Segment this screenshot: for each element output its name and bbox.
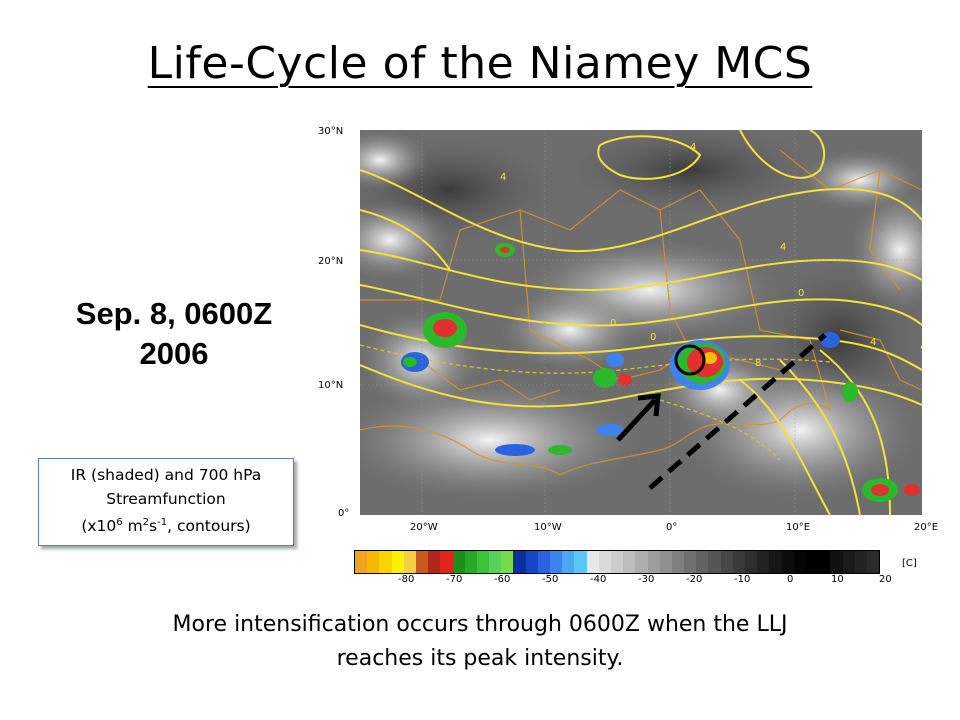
colorbar-swatch bbox=[610, 551, 624, 573]
colorbar-swatch bbox=[562, 551, 575, 573]
colorbar-swatch bbox=[793, 551, 806, 573]
colorbar-swatch bbox=[379, 551, 392, 573]
colorbar-swatch bbox=[818, 551, 831, 573]
lon-label-20w: 20°W bbox=[410, 522, 438, 533]
colorbar-swatch bbox=[501, 551, 514, 573]
colorbar-swatch bbox=[525, 551, 538, 573]
map-svg: 4 4 4 0 0 0 4 8 4 bbox=[360, 130, 922, 515]
colorbar-swatch bbox=[805, 551, 819, 573]
colorbar-swatch bbox=[720, 551, 733, 573]
contour-label: 4 bbox=[780, 242, 786, 253]
lat-label-30n: 30°N bbox=[318, 126, 344, 137]
colorbar-swatch bbox=[696, 551, 709, 573]
colorbar-swatch bbox=[574, 551, 587, 573]
colorbar-swatch bbox=[476, 551, 490, 573]
colorbar-swatch bbox=[659, 551, 672, 573]
colorbar-swatch bbox=[513, 551, 526, 573]
slide-title: Life-Cycle of the Niamey MCS bbox=[147, 38, 813, 89]
colorbar-tick: 10 bbox=[831, 574, 844, 585]
colorbar-swatch bbox=[586, 551, 599, 573]
caption-line-1: More intensification occurs through 0600… bbox=[172, 612, 788, 637]
lon-label-10w: 10°W bbox=[534, 522, 562, 533]
colorbar-swatch bbox=[440, 551, 453, 573]
lat-label-20n: 20°N bbox=[318, 256, 344, 267]
colorbar-swatch bbox=[842, 551, 855, 573]
lon-label-20e: 20°E bbox=[914, 522, 939, 533]
colorbar-swatch bbox=[671, 551, 685, 573]
colorbar-tick: -40 bbox=[590, 574, 607, 585]
colorbar-swatch bbox=[708, 551, 721, 573]
colorbar-swatch bbox=[745, 551, 758, 573]
contour-label: 0 bbox=[798, 288, 804, 299]
colorbar-swatch bbox=[489, 551, 502, 573]
colorbar-swatch bbox=[854, 551, 867, 573]
slide-caption: More intensification occurs through 0600… bbox=[60, 608, 900, 676]
contour-label: 4 bbox=[920, 342, 922, 353]
colorbar-swatch bbox=[830, 551, 843, 573]
colorbar-swatch bbox=[355, 551, 368, 573]
contour-label: 4 bbox=[870, 337, 876, 348]
llj-arrow bbox=[616, 393, 661, 442]
colorbar-swatch bbox=[866, 551, 880, 573]
lat-label-0: 0° bbox=[338, 508, 350, 519]
colorbar-tick: 20 bbox=[879, 574, 892, 585]
map-legend-box: IR (shaded) and 700 hPa Streamfunction (… bbox=[38, 458, 294, 546]
colorbar-tick: 0 bbox=[787, 574, 794, 585]
legend-line-2: Streamfunction bbox=[106, 490, 226, 508]
date-label: Sep. 8, 0600Z 2006 bbox=[40, 294, 308, 374]
convective-cells bbox=[401, 243, 920, 502]
colorbar-swatch bbox=[367, 551, 380, 573]
temperature-colorbar bbox=[354, 550, 881, 574]
satellite-map-figure: 30°N 20°N 10°N 0° bbox=[310, 118, 950, 608]
colorbar-swatch bbox=[732, 551, 745, 573]
colorbar-tick: -80 bbox=[398, 574, 415, 585]
legend-line-1: IR (shaded) and 700 hPa bbox=[70, 466, 262, 484]
colorbar-swatch bbox=[623, 551, 636, 573]
colorbar-tick: -60 bbox=[494, 574, 511, 585]
lon-label-10e: 10°E bbox=[786, 522, 811, 533]
colorbar-tick: -20 bbox=[686, 574, 703, 585]
colorbar-swatch bbox=[415, 551, 429, 573]
colorbar-swatch bbox=[452, 551, 465, 573]
contour-label: 4 bbox=[500, 172, 506, 183]
colorbar-swatch bbox=[757, 551, 770, 573]
caption-line-2: reaches its peak intensity. bbox=[336, 646, 624, 671]
colorbar-tick: -30 bbox=[638, 574, 655, 585]
colorbar-swatch bbox=[647, 551, 660, 573]
colorbar-swatch bbox=[403, 551, 416, 573]
colorbar-unit: [C] bbox=[902, 558, 917, 569]
lon-label-0: 0° bbox=[666, 522, 678, 533]
trough-dashed-line bbox=[648, 333, 827, 490]
colorbar-swatch bbox=[391, 551, 404, 573]
colorbar-tick: -10 bbox=[734, 574, 751, 585]
colorbar-swatch bbox=[428, 551, 441, 573]
contour-label: 4 bbox=[690, 142, 696, 153]
lat-label-10n: 10°N bbox=[318, 380, 344, 391]
date-line-1: Sep. 8, 0600Z bbox=[75, 296, 273, 331]
ir-satellite-image: 4 4 4 0 0 0 4 8 4 bbox=[360, 130, 922, 515]
niamey-circle-marker bbox=[674, 344, 706, 376]
colorbar-swatch bbox=[781, 551, 794, 573]
contour-label: 0 bbox=[610, 318, 616, 329]
colorbar-swatch bbox=[635, 551, 648, 573]
colorbar-swatch bbox=[769, 551, 782, 573]
colorbar-tick: -70 bbox=[446, 574, 463, 585]
legend-line-3: (x106 m2s-1, contours) bbox=[81, 517, 251, 536]
colorbar-swatch bbox=[550, 551, 563, 573]
colorbar-swatch bbox=[537, 551, 550, 573]
colorbar-tick: -50 bbox=[542, 574, 559, 585]
contour-label: 8 bbox=[755, 358, 761, 369]
colorbar-swatch bbox=[464, 551, 477, 573]
colorbar-swatch bbox=[598, 551, 611, 573]
contour-label: 0 bbox=[650, 332, 656, 343]
date-line-2: 2006 bbox=[139, 336, 209, 371]
colorbar-swatch bbox=[684, 551, 697, 573]
